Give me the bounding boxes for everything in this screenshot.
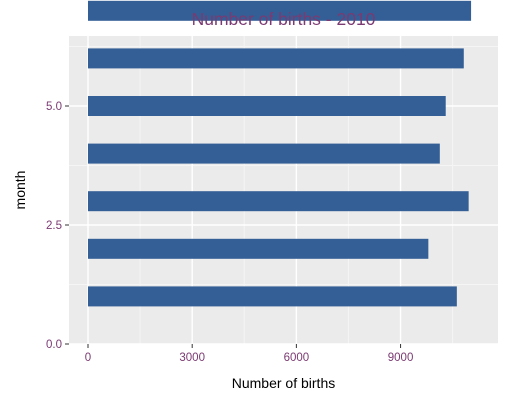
bar-month-6 [88, 48, 464, 69]
bar-month-2 [88, 238, 429, 259]
x-tick-label: 3000 [179, 352, 205, 364]
x-tick-label: 6000 [284, 352, 310, 364]
bar-month-7 [88, 0, 472, 21]
x-axis-ticks: 0 3000 6000 9000 [85, 344, 414, 364]
chart-title: Number of births - 2010 [192, 9, 376, 29]
bar-month-1 [88, 286, 457, 307]
bar-month-4 [88, 143, 440, 164]
y-tick-label: 2.5 [46, 220, 62, 232]
bars [88, 0, 472, 307]
y-tick-label: 0.0 [46, 339, 62, 351]
y-tick-label: 5.0 [46, 101, 62, 113]
bar-month-5 [88, 96, 446, 116]
x-tick-label: 9000 [388, 352, 414, 364]
x-tick-label: 0 [85, 352, 91, 364]
x-axis-label: Number of births [232, 375, 335, 391]
bar-month-3 [88, 191, 469, 212]
y-axis-label: month [12, 171, 28, 210]
y-axis-ticks: 0.02.55.07.510.012.5 [46, 101, 69, 351]
